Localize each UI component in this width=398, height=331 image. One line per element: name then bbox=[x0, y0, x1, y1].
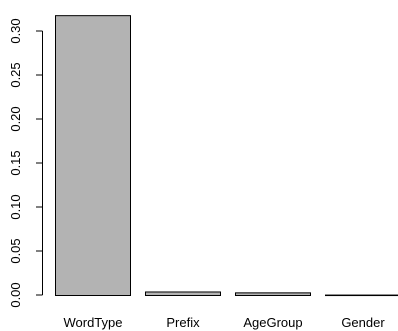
y-tick-label: 0.00 bbox=[8, 282, 23, 307]
bar-prefix bbox=[145, 291, 221, 297]
x-label-prefix: Prefix bbox=[166, 315, 200, 330]
y-tick-label: 0.05 bbox=[8, 238, 23, 263]
x-label-gender: Gender bbox=[341, 315, 385, 330]
x-label-agegroup: AgeGroup bbox=[243, 315, 302, 330]
y-tick-label: 0.30 bbox=[8, 18, 23, 43]
x-axis-labels: WordType Prefix AgeGroup Gender bbox=[63, 315, 385, 330]
bar-gender bbox=[325, 294, 398, 297]
y-tick-label: 0.15 bbox=[8, 150, 23, 175]
y-tick-label: 0.10 bbox=[8, 194, 23, 219]
y-tick-label: 0.25 bbox=[8, 62, 23, 87]
y-axis: 0.00 0.05 0.10 0.15 0.20 0.25 0.30 bbox=[8, 18, 43, 308]
bar-wordtype bbox=[55, 15, 131, 296]
bars-group bbox=[55, 15, 398, 297]
x-label-wordtype: WordType bbox=[63, 315, 122, 330]
bar-agegroup bbox=[235, 292, 311, 296]
y-tick-label: 0.20 bbox=[8, 106, 23, 131]
